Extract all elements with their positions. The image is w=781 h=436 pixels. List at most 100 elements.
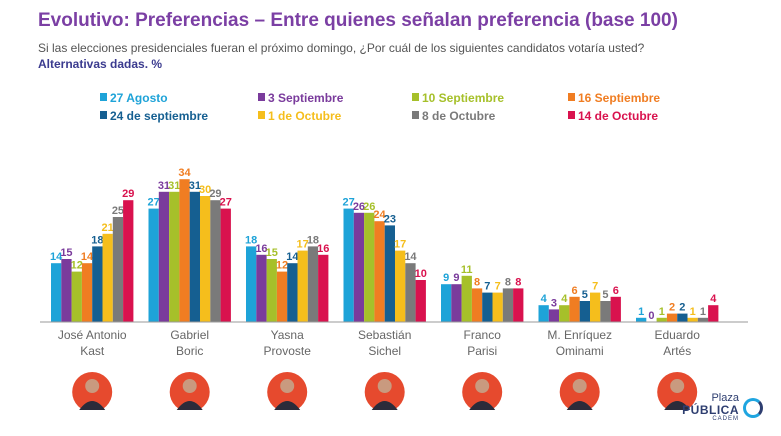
bar <box>220 208 231 322</box>
legend-label: 1 de Octubre <box>268 109 342 123</box>
legend-swatch <box>412 93 419 101</box>
data-label: 4 <box>541 293 548 305</box>
category-label: Boric <box>176 344 203 358</box>
data-label: 9 <box>453 272 459 284</box>
data-label: 24 <box>373 209 386 221</box>
bar <box>210 200 221 322</box>
data-label: 12 <box>71 260 83 272</box>
bar <box>569 296 580 322</box>
plaza-publica-logo: Plaza PÚBLICA CADEM <box>682 393 763 422</box>
candidate-photo <box>267 372 308 410</box>
bar <box>61 259 72 322</box>
category-label: Yasna <box>271 328 304 342</box>
legend-swatch <box>100 93 107 101</box>
data-label: 10 <box>415 268 427 280</box>
bar <box>353 212 365 322</box>
bar <box>256 254 267 322</box>
bar <box>179 179 190 322</box>
category-label: Gabriel <box>170 328 209 342</box>
data-label: 18 <box>91 234 103 246</box>
category-label: Ominami <box>556 344 604 358</box>
category-label: José Antonio <box>58 328 127 342</box>
bar <box>559 305 570 322</box>
bar <box>548 309 560 322</box>
bar <box>92 246 103 322</box>
category-label: Franco <box>464 328 502 342</box>
bar <box>441 284 452 322</box>
legend-swatch <box>568 93 575 101</box>
data-label: 17 <box>394 239 406 251</box>
data-label: 12 <box>276 260 288 272</box>
data-label: 5 <box>602 289 608 301</box>
bar <box>600 301 611 322</box>
bar <box>287 263 298 322</box>
data-label: 31 <box>168 180 180 192</box>
candidate-photo <box>72 372 113 410</box>
data-label: 31 <box>158 180 170 192</box>
bar <box>677 313 688 322</box>
data-label: 18 <box>307 234 319 246</box>
candidate-photo <box>657 372 698 410</box>
data-label: 0 <box>648 310 654 322</box>
category-label: Provoste <box>264 344 312 358</box>
data-label: 1 <box>690 306 696 318</box>
data-label: 8 <box>515 276 521 288</box>
bar <box>482 292 493 322</box>
bar <box>307 246 319 322</box>
bar <box>297 250 308 322</box>
data-label: 2 <box>669 302 675 314</box>
bar <box>687 317 698 322</box>
grouped-bar-chart: 27 Agosto 3 Septiembre 10 Septiembre 16 Sep… <box>40 91 748 410</box>
data-label: 23 <box>384 213 396 225</box>
data-label: 30 <box>199 184 211 196</box>
bar <box>343 208 354 322</box>
data-label: 15 <box>266 247 278 259</box>
bar <box>364 212 375 322</box>
category-label: M. Enríquez <box>547 328 612 342</box>
data-label: 26 <box>353 201 365 213</box>
data-label: 34 <box>178 167 191 179</box>
data-label: 14 <box>81 251 94 263</box>
data-label: 7 <box>484 281 490 293</box>
bar <box>189 191 200 322</box>
bar <box>112 217 124 322</box>
bar <box>656 317 667 322</box>
data-label: 15 <box>60 247 72 259</box>
data-label: 16 <box>317 243 329 255</box>
bar <box>276 271 288 322</box>
bar <box>697 317 709 322</box>
bar <box>395 250 406 322</box>
bar <box>415 280 426 322</box>
data-label: 21 <box>102 222 114 234</box>
data-label: 27 <box>220 197 232 209</box>
bar <box>451 284 462 322</box>
bar <box>81 263 93 322</box>
data-label: 4 <box>710 293 717 305</box>
candidate-photo <box>169 372 210 410</box>
category-label: Kast <box>80 344 105 358</box>
bar <box>590 292 601 322</box>
legend-swatch <box>258 111 265 119</box>
bar <box>610 296 621 322</box>
data-label: 5 <box>582 289 588 301</box>
bar <box>158 191 170 322</box>
logo-line-2: PÚBLICA <box>682 403 739 417</box>
data-label: 27 <box>343 197 355 209</box>
data-label: 11 <box>461 264 473 276</box>
data-label: 14 <box>404 251 417 263</box>
data-label: 3 <box>551 297 557 309</box>
data-label: 17 <box>297 239 309 251</box>
data-label: 27 <box>148 197 160 209</box>
category-label: Sichel <box>368 344 401 358</box>
data-label: 31 <box>189 180 201 192</box>
bar <box>71 271 82 322</box>
legend-label: 8 de Octubre <box>422 109 496 123</box>
bar <box>405 263 416 322</box>
bar <box>538 305 549 322</box>
bar <box>636 317 647 322</box>
chart-title: Evolutivo: Preferencias – Entre quienes … <box>38 10 678 31</box>
data-label: 29 <box>122 188 134 200</box>
candidate-photo <box>462 372 503 410</box>
data-label: 9 <box>443 272 449 284</box>
bar <box>666 313 678 322</box>
